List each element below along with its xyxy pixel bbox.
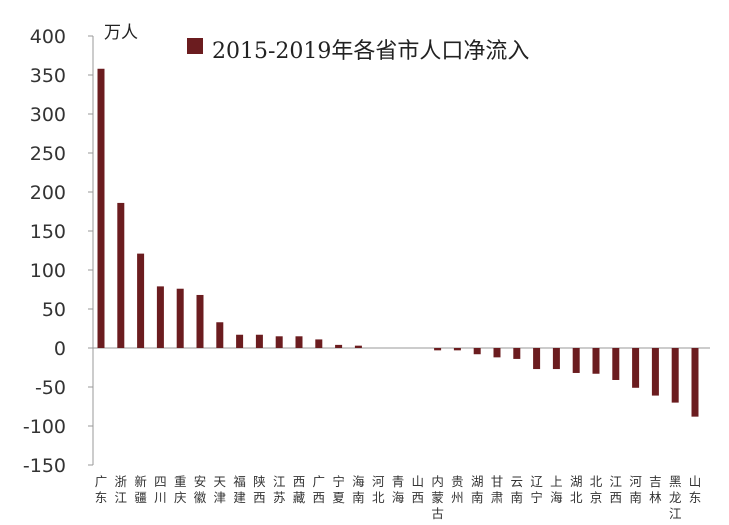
x-tick-label: 贵州 [451,474,464,505]
bar [275,336,283,348]
x-tick-label: 河北 [372,474,385,505]
y-tick-label: -50 [35,377,66,399]
x-tick-label: 江苏 [273,474,286,505]
bar [176,288,184,348]
bar [691,348,699,417]
y-tick-label: 100 [30,260,66,282]
x-tick-label: 浙江 [115,474,128,505]
bar [533,348,541,370]
x-tick-label: 山东 [689,474,702,505]
x-tick-label: 黑龙江 [669,474,682,521]
bar [354,345,362,348]
y-axis: 400 350 300 250 200 150 100 50 0 -50 -100 -150 [23,26,93,477]
bar [671,348,679,403]
x-tick-label: 甘肃 [491,474,504,505]
bar [552,348,560,370]
bar [255,334,263,348]
x-tick-label: 广西 [313,474,326,505]
bar [612,348,620,380]
x-tick-label: 北京 [590,474,603,505]
x-tick-label: 辽宁 [530,474,543,505]
x-tick-label: 青海 [392,474,405,505]
y-unit-label: 万人 [104,23,138,43]
x-tick-label: 吉林 [649,474,662,505]
x-tick-label: 宁夏 [332,474,345,505]
x-tick-label: 湖北 [570,474,583,505]
y-tick-label: 50 [42,299,66,321]
bar [295,336,303,348]
bar [236,334,244,348]
bar [196,294,204,348]
bar [216,322,224,348]
bar [572,348,580,373]
legend: 2015-2019年各省市人口净流入 [187,38,529,64]
x-tick-label: 内蒙古 [431,474,444,521]
bar [315,339,323,348]
x-tick-label: 重庆 [174,474,187,505]
bar [632,348,640,388]
x-tick-label: 新疆 [134,474,147,505]
y-tick-label: 250 [30,143,66,165]
bar [493,348,501,358]
x-tick-label: 陕西 [253,474,266,505]
y-tick-label: 0 [54,338,66,360]
x-tick-label: 广东 [95,474,108,505]
legend-label: 2015-2019年各省市人口净流入 [212,39,529,64]
bar [453,348,461,351]
bar [651,348,659,396]
y-tick-label: 150 [30,221,66,243]
y-tick-label: -100 [23,416,66,438]
bar [156,286,164,348]
x-tick-label: 河南 [629,474,642,505]
x-tick-label: 湖南 [471,474,484,505]
x-tick-label: 云南 [511,474,524,505]
x-tick-label: 上海 [550,474,563,505]
y-tick-label: 350 [30,65,66,87]
bar [117,202,125,348]
axes [92,36,710,465]
x-tick-label: 福建 [233,474,246,505]
y-tick-label: 400 [30,26,66,48]
bar [97,68,105,348]
x-tick-label: 山西 [412,474,425,505]
legend-swatch [187,38,203,54]
x-tick-label: 西藏 [293,474,306,505]
bar [335,344,343,348]
y-tick-label: 200 [30,182,66,204]
x-tick-label: 海南 [352,474,365,505]
bar [592,348,600,374]
y-tick-label: 300 [30,104,66,126]
bar [513,348,521,359]
y-tick-label: -150 [23,455,66,477]
x-axis-labels: 广东浙江新疆四川重庆安徽天津福建陕西江苏西藏广西宁夏海南河北青海山西内蒙古贵州湖… [95,474,702,521]
bar [473,348,481,355]
x-tick-label: 天津 [214,474,227,505]
x-tick-label: 四川 [154,474,167,505]
bars [97,68,699,417]
bar [434,348,442,351]
x-tick-label: 安徽 [194,474,207,505]
x-tick-label: 江西 [610,474,623,505]
bar [137,253,145,348]
